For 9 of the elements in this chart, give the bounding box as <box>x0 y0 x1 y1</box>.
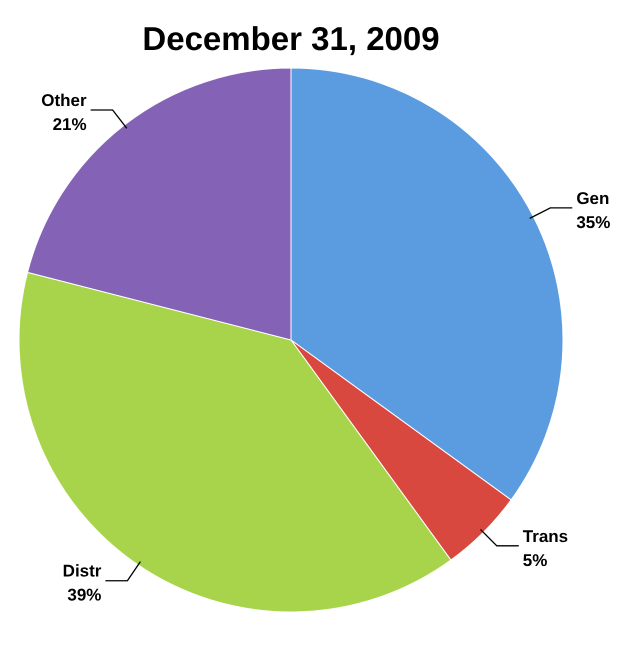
data-label: 39% <box>67 586 102 605</box>
data-label: 5% <box>522 550 548 570</box>
chart-title: December 31, 2009 <box>142 20 440 57</box>
slice-label: Gen <box>576 188 610 208</box>
data-label: 21% <box>52 115 87 134</box>
slice-label: Trans <box>522 526 568 546</box>
data-label: 35% <box>576 212 610 232</box>
slice-label: Distr <box>62 562 102 581</box>
slice-label: Other <box>41 91 87 110</box>
